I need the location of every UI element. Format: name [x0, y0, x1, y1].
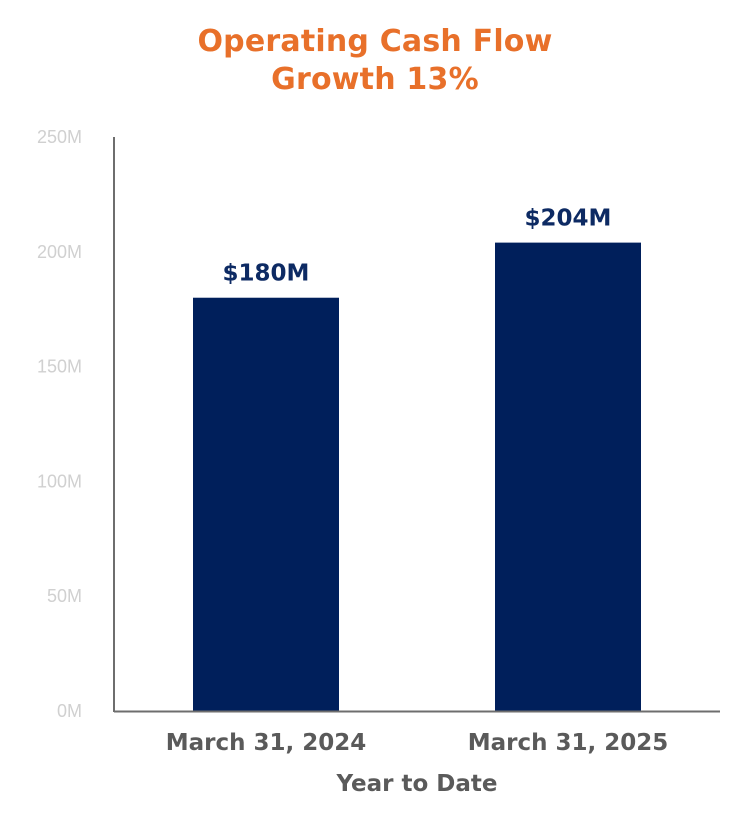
- bar: [495, 242, 641, 711]
- data-labels: $180M $204M: [223, 206, 612, 287]
- y-axis-ticks: 0M 50M 100M 150M 200M 250M: [37, 127, 82, 721]
- chart-title: Operating Cash Flow: [197, 24, 553, 59]
- x-tick-label: March 31, 2025: [468, 730, 669, 756]
- y-tick-label: 50M: [47, 586, 82, 606]
- y-tick-label: 250M: [37, 127, 82, 147]
- y-tick-label: 150M: [37, 357, 82, 377]
- y-tick-label: 100M: [37, 471, 82, 491]
- bar-data-label: $204M: [525, 206, 612, 232]
- bar: [193, 297, 339, 711]
- chart-subtitle: Growth 13%: [271, 62, 479, 97]
- x-tick-label: March 31, 2024: [166, 730, 367, 756]
- y-tick-label: 200M: [37, 242, 82, 262]
- y-tick-label: 0M: [57, 701, 82, 721]
- bars: [193, 242, 641, 711]
- x-axis-title: Year to Date: [335, 771, 497, 797]
- category-labels: March 31, 2024 March 31, 2025: [166, 730, 669, 756]
- bar-data-label: $180M: [223, 261, 310, 287]
